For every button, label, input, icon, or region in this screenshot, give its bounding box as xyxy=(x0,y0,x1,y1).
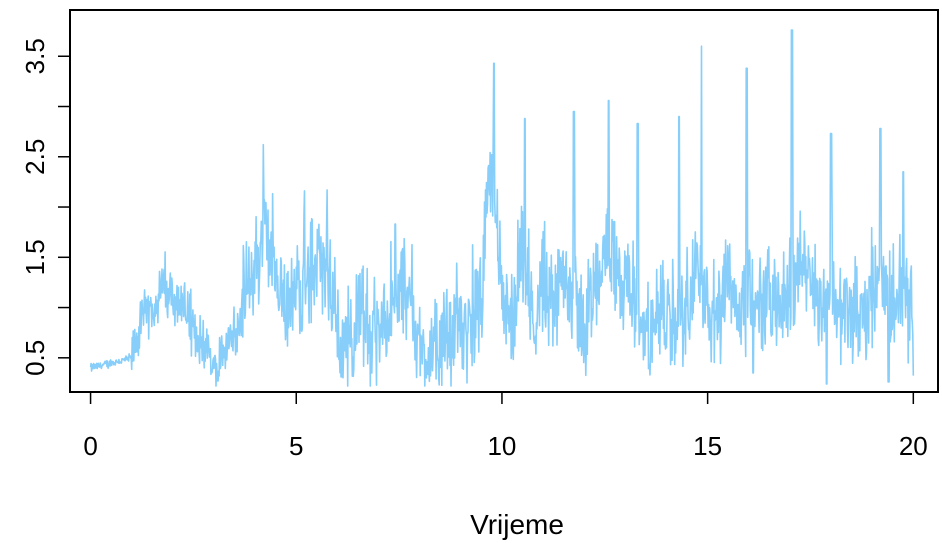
x-tick-label: 0 xyxy=(83,431,97,461)
y-tick-label: 3.5 xyxy=(20,38,50,74)
plot-frame xyxy=(69,9,939,393)
y-tick-label: 1.5 xyxy=(20,239,50,275)
series-line xyxy=(89,29,915,387)
x-tick-label: 10 xyxy=(487,431,516,461)
y-tick-label: 0.5 xyxy=(20,340,50,376)
x-tick-label: 5 xyxy=(289,431,303,461)
axis-ticks: 0 5 10 15 20 0.5 1.5 2.5 3.5 xyxy=(20,38,928,461)
x-tick-label: 15 xyxy=(693,431,722,461)
x-axis-label: Vrijeme xyxy=(470,509,564,540)
y-tick-label: 2.5 xyxy=(20,139,50,175)
series-line-group xyxy=(89,29,915,387)
x-tick-label: 20 xyxy=(899,431,928,461)
